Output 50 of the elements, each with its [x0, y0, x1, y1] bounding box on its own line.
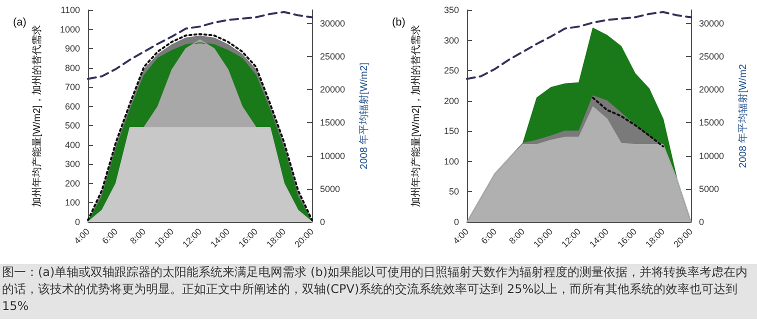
y-tick-label: 1100 [60, 5, 80, 15]
y-tick-label: 900 [64, 44, 80, 54]
y2-tick-label: 15000 [698, 118, 724, 128]
y2-tick-label: 20000 [698, 84, 724, 94]
y-tick-label: 50 [448, 186, 458, 197]
y-tick-label: 100 [64, 198, 80, 208]
y2-tick-label: 30000 [320, 18, 346, 28]
y-tick-label: 1000 [60, 24, 80, 34]
y2-tick-label: 25000 [320, 51, 346, 62]
y-tick-label: 500 [64, 120, 80, 131]
y-tick-label: 600 [64, 101, 80, 112]
y2-axis-title: 2008 年平均辐射[W/m2 [736, 64, 748, 168]
y-tick-label: 700 [64, 82, 80, 92]
y2-tick-label: 0 [320, 217, 326, 227]
y2-tick-label: 30000 [698, 18, 724, 28]
y-tick-label: 0 [74, 217, 80, 227]
y2-tick-label: 0 [698, 217, 704, 227]
y2-tick-label: 25000 [698, 51, 724, 62]
text: 图一：(a)单轴或双轴跟踪器的太阳能系统来满足电网需求 (b)如果能以可使用的日照辐射天数作为辐射程度的测量依据，并将转换率考虑在内的话，该技术的优势将更为明显。正如正文中所阐述的，双轴(CPV)系统的交流系统效率可达到 25%以上，而所有其他系统的效率也可达到 15% [0, 264, 757, 319]
y2-tick-label: 20000 [320, 84, 346, 94]
y-tick-label: 350 [443, 5, 458, 15]
y2-axis-title: 2008 年平均辐射[W/m2] [358, 62, 370, 170]
y-tick-label: 200 [443, 96, 458, 106]
y2-tick-label: 15000 [320, 118, 346, 128]
x-tick-label: 8:00 [506, 226, 526, 246]
x-tick-label: 4:00 [450, 226, 470, 246]
y-tick-label: 400 [64, 140, 80, 150]
y-tick-label: 250 [443, 66, 458, 76]
y-tick-label: 0 [453, 217, 458, 227]
y-tick-label: 800 [64, 62, 80, 73]
x-tick-label: 4:00 [72, 226, 92, 246]
y-tick-label: 300 [443, 35, 458, 46]
y2-tick-label: 5000 [320, 184, 340, 194]
y2-tick-label: 5000 [698, 184, 719, 194]
line-series [592, 96, 664, 148]
y-tick-label: 300 [64, 159, 80, 170]
y-axis-title: 加州年均产能量[W/m2]，加州的替代需求 [410, 25, 422, 207]
line-series [466, 10, 692, 80]
x-tick-label: 8:00 [128, 226, 148, 246]
x-tick-label: 6:00 [478, 226, 498, 246]
y2-tick-label: 10000 [698, 150, 724, 161]
y-tick-label: 200 [64, 178, 80, 188]
text: (a) [13, 16, 26, 28]
line-series [87, 10, 313, 80]
y-tick-label: 150 [443, 126, 458, 136]
text: (b) [392, 16, 405, 28]
y-axis-title: 加州年均产能量[W/m2]，加州的替代需求 [31, 25, 43, 207]
x-tick-label: 6:00 [100, 226, 120, 246]
y-tick-label: 100 [443, 156, 458, 166]
y2-tick-label: 10000 [320, 150, 346, 161]
